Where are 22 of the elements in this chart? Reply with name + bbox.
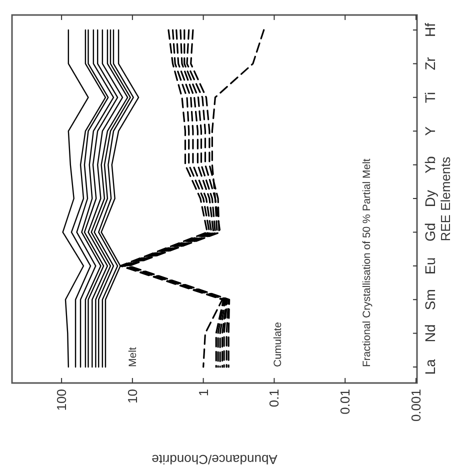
y-tick-label: Zr [422, 56, 438, 70]
y-tick-label: Y [422, 126, 438, 136]
y-tick-label: Yb [422, 156, 438, 174]
y-tick-label: Hf [422, 22, 438, 37]
x-tick-label: 1 [196, 389, 211, 396]
y-axis-title: REE Elements [438, 156, 453, 242]
x-tick-label: 0.01 [338, 389, 353, 414]
annotation: Fractional Crystallisation of 50 % Partial Melt [361, 158, 373, 367]
y-tick-label: La [422, 359, 438, 375]
y-tick-label: Dy [422, 190, 438, 208]
annotation: Cumulate [272, 322, 284, 367]
y-tick-label: Nd [422, 324, 438, 342]
x-tick-label: 0.001 [408, 389, 424, 422]
annotation: Melt [127, 347, 139, 367]
y-tick-label: Eu [422, 257, 438, 274]
x-tick-label: 10 [124, 389, 140, 404]
y-tick-label: Ti [422, 92, 438, 103]
y-tick-label: Sm [422, 289, 438, 310]
x-axis-title: Abundance/Chondrite [152, 452, 278, 467]
y-tick-label: Gd [422, 222, 438, 242]
x-tick-label: 100 [54, 389, 70, 411]
x-tick-label: 0.1 [266, 389, 282, 408]
